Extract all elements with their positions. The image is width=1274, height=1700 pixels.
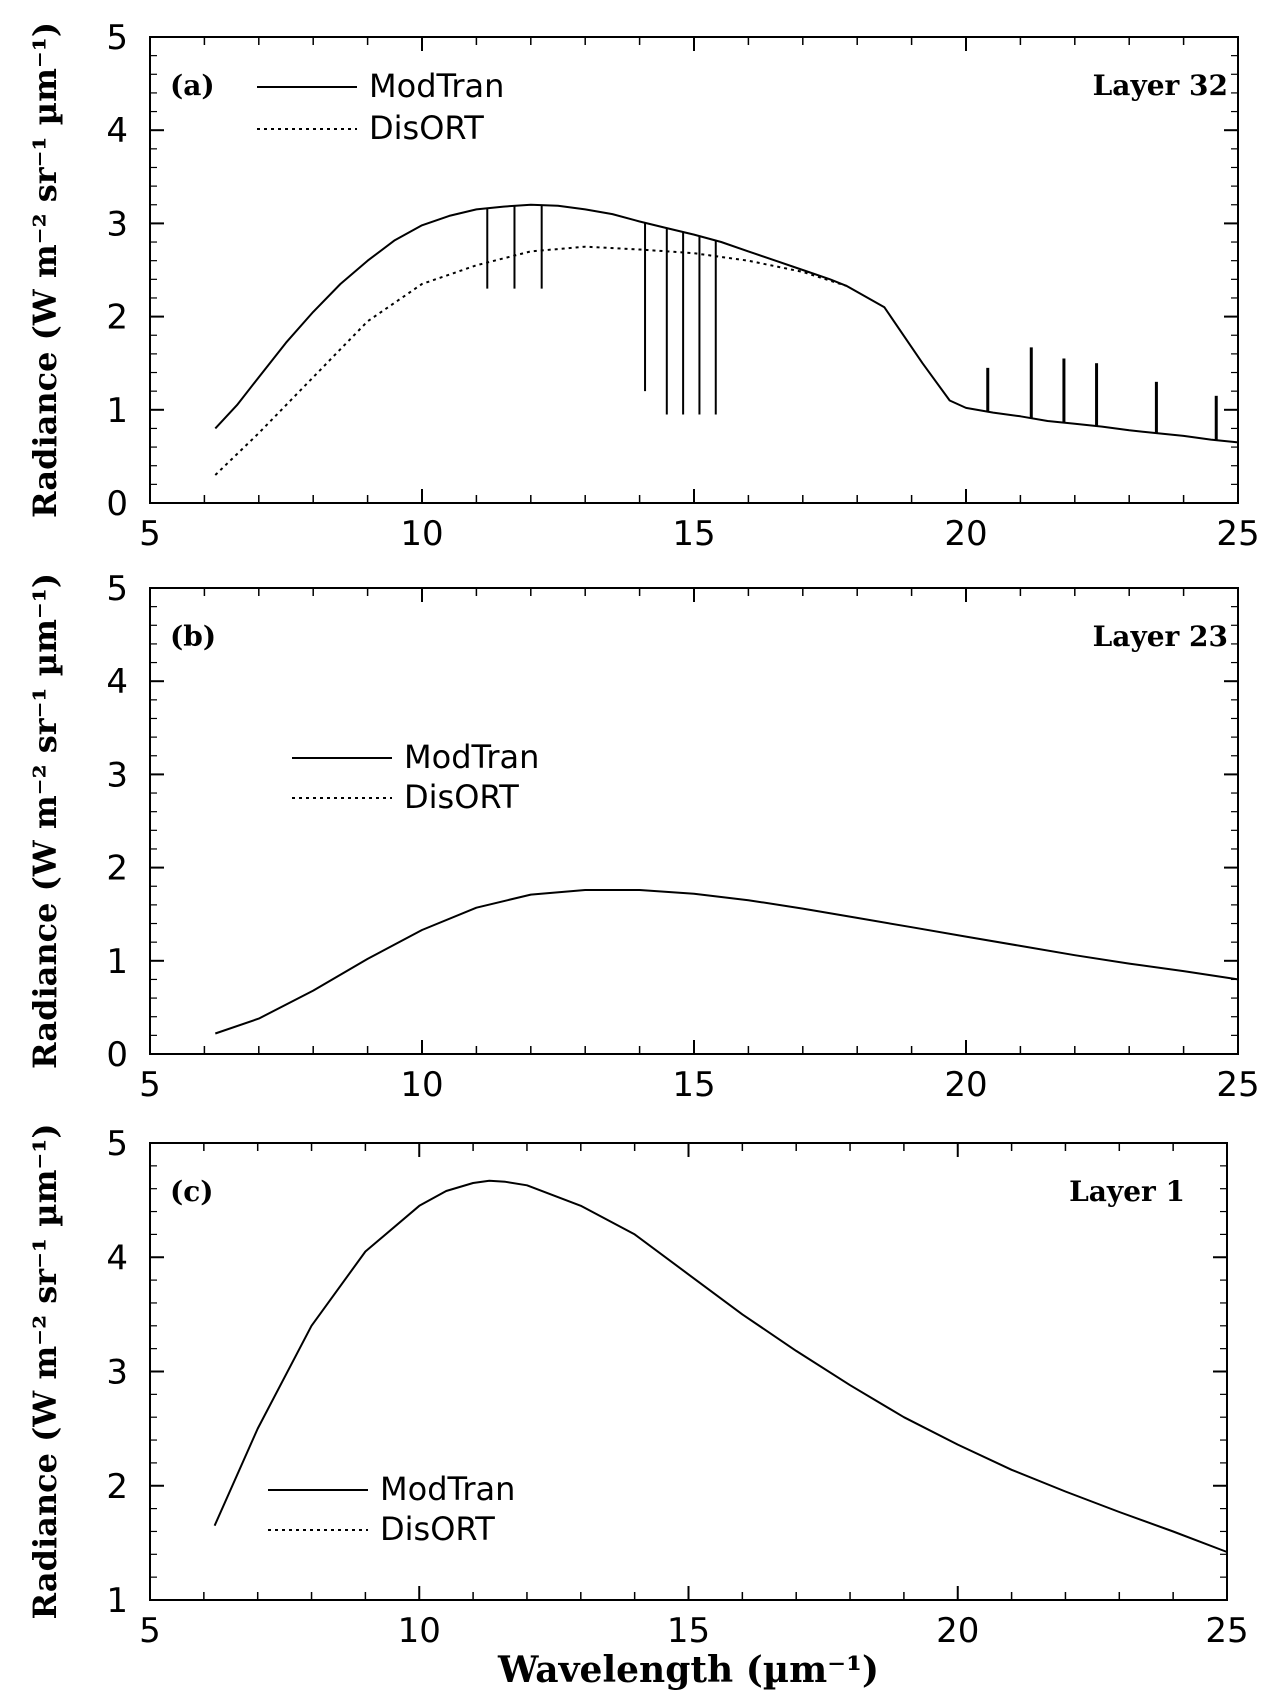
series-line-modtran (214, 889, 1239, 1035)
x-tick-label: 20 (944, 514, 987, 554)
y-axis-title: Radiance (W m⁻² sr⁻¹ µm⁻¹) (26, 573, 64, 1069)
x-tick-label: 10 (400, 1065, 443, 1105)
layer-label: Layer 23 (1093, 620, 1228, 653)
y-tick-label: 3 (106, 204, 128, 244)
x-tick-label: 15 (672, 1065, 715, 1105)
y-tick-label: 3 (106, 755, 128, 795)
y-tick-label: 1 (106, 391, 128, 431)
chart-panel-2: 5 10 15 20 25 0 1 2 3 4 5 Radiance (W m⁻² sr⁻¹ µm⁻¹… (26, 569, 1260, 1105)
y-tick-label: 4 (106, 662, 128, 702)
layer-label: Layer 32 (1093, 69, 1228, 102)
legend-entry: DisORT (369, 109, 484, 147)
legend-entry: ModTran (380, 1470, 515, 1508)
y-tick-label: 5 (106, 1124, 128, 1164)
y-tick-label: 1 (106, 1581, 128, 1621)
series-line-modtran (214, 203, 1239, 444)
y-tick-label: 4 (106, 1238, 128, 1278)
x-tick-label: 5 (139, 1611, 161, 1651)
y-tick-label: 4 (106, 111, 128, 151)
x-tick-label: 25 (1216, 514, 1259, 554)
plot-frame (149, 36, 1239, 504)
y-tick-label: 2 (106, 1467, 128, 1507)
plot-frame (149, 1142, 1228, 1601)
panel-label: (a) (170, 69, 215, 102)
legend-entry: ModTran (369, 67, 504, 105)
x-tick-label: 10 (400, 514, 443, 554)
y-axis-title: Radiance (W m⁻² sr⁻¹ µm⁻¹) (26, 22, 64, 518)
y-axis-title: Radiance (W m⁻² sr⁻¹ µm⁻¹) (26, 1124, 64, 1620)
panel-label: (c) (170, 1175, 214, 1208)
y-tick-label: 0 (106, 484, 128, 524)
x-tick-label: 15 (667, 1611, 710, 1651)
y-tick-label: 1 (106, 942, 128, 982)
x-tick-label: 5 (139, 1065, 161, 1105)
legend-entry: DisORT (380, 1510, 495, 1548)
x-tick-label: 10 (398, 1611, 441, 1651)
layer-label: Layer 1 (1069, 1175, 1185, 1208)
series-line-modtran (213, 1179, 1228, 1553)
legend-entry: DisORT (404, 778, 519, 816)
x-tick-label: 15 (672, 514, 715, 554)
panel-label: (b) (170, 620, 216, 653)
y-tick-label: 5 (106, 569, 128, 609)
x-tick-label: 5 (139, 514, 161, 554)
y-tick-label: 3 (106, 1353, 128, 1393)
y-tick-label: 2 (106, 849, 128, 889)
x-tick-label: 20 (936, 1611, 979, 1651)
plot-frame (149, 587, 1239, 1055)
x-tick-label: 25 (1205, 1611, 1248, 1651)
series-line-disort (214, 245, 847, 476)
legend-entry: ModTran (404, 738, 539, 776)
chart-panel-3: 5 10 15 20 25 1 2 3 4 5 Radiance (W m⁻² sr⁻¹ µm⁻¹)… (26, 1124, 1249, 1691)
y-tick-label: 5 (106, 18, 128, 58)
x-axis-title: Wavelength (µm⁻¹) (497, 1649, 879, 1691)
x-tick-label: 20 (944, 1065, 987, 1105)
y-tick-label: 0 (106, 1035, 128, 1075)
x-tick-label: 25 (1216, 1065, 1259, 1105)
y-tick-label: 2 (106, 298, 128, 338)
chart-panel-1: 5 10 15 20 25 0 1 2 3 4 5 Radiance (W m⁻² sr⁻¹ µm⁻¹… (26, 18, 1260, 554)
